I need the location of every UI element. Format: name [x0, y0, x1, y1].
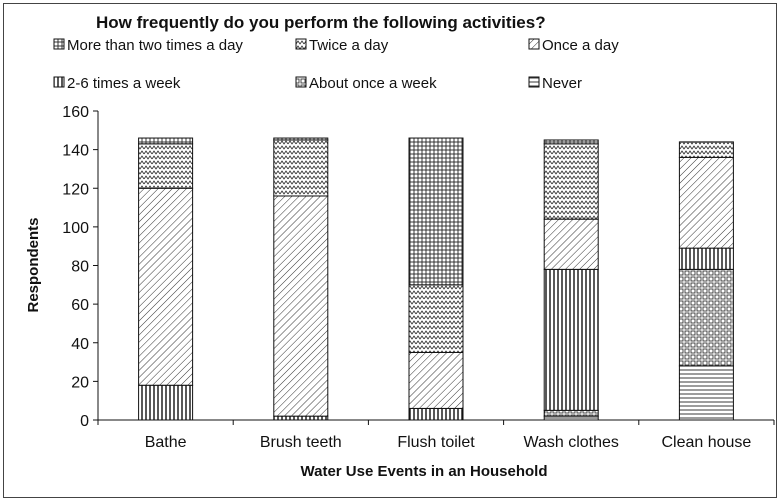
y-tick-label: 160 [62, 104, 89, 121]
legend-item-once-a-day: Once a day [528, 37, 619, 54]
bar-flush-toilet-2-6-times-a-week [408, 407, 464, 421]
bar-wash-clothes-2-6-times-a-week [543, 268, 599, 411]
legend-item-never: Never [528, 75, 582, 92]
x-tick-label-clean-house: Clean house [661, 434, 751, 451]
x-tick-label-brush-teeth: Brush teeth [260, 434, 342, 451]
bar-brush-teeth-2-6-times-a-week [273, 415, 329, 421]
legend-label: 2-6 times a week [67, 75, 181, 92]
bar-wash-clothes-twice-a-day [543, 143, 599, 220]
legend-item-2-6-times-a-week: 2-6 times a week [53, 75, 181, 92]
legend-swatch [295, 76, 307, 88]
x-axis: Bathe Brush teeth Flush toilet Wash clothes… [97, 419, 775, 451]
legend-label: Twice a day [309, 37, 389, 54]
bar-clean-house-once-a-day [678, 156, 734, 249]
legend-swatch [528, 76, 540, 88]
legend-swatch [53, 76, 65, 88]
bar-flush-toilet-more-than-two-times-a-day [408, 137, 464, 286]
legend-swatch [295, 38, 307, 50]
bar-bathe-more-than-two-times-a-day [138, 137, 194, 145]
bar-stack-brush-teeth [273, 137, 329, 421]
bar-wash-clothes-about-once-a-week [543, 409, 599, 417]
legend-label: About once a week [309, 75, 437, 92]
bar-clean-house-2-6-times-a-week [678, 247, 734, 270]
bar-clean-house-twice-a-day [678, 141, 734, 158]
y-tick-label: 0 [80, 413, 89, 430]
legend-item-twice-a-day: Twice a day [295, 37, 389, 54]
legend-item-about-once-a-week: About once a week [295, 75, 437, 92]
legend-label: Once a day [542, 37, 619, 54]
y-tick-label: 120 [62, 181, 89, 198]
bar-brush-teeth-more-than-two-times-a-day [273, 137, 329, 141]
x-tick-label-wash-clothes: Wash clothes [523, 434, 618, 451]
bar-stack-wash-clothes [543, 139, 599, 421]
y-tick-label: 20 [71, 374, 89, 391]
bar-brush-teeth-twice-a-day [273, 139, 329, 197]
bar-clean-house-about-once-a-week [678, 268, 734, 367]
y-tick-label: 80 [71, 259, 89, 276]
legend-item-more-than-two-times-a-day: More than two times a day [53, 37, 243, 54]
bar-bathe-2-6-times-a-week [138, 384, 194, 421]
y-tick-label: 140 [62, 143, 89, 160]
bar-stack-flush-toilet [408, 137, 464, 421]
y-axis: 0 20 40 60 80 100 120 140 160 [62, 104, 99, 430]
y-axis-title: Respondents [25, 217, 42, 312]
y-tick-label: 60 [71, 297, 89, 314]
bar-clean-house-never [678, 365, 734, 421]
x-tick-label-bathe: Bathe [145, 434, 187, 451]
bar-stack-clean-house [678, 141, 734, 421]
bar-flush-toilet-once-a-day [408, 351, 464, 409]
x-tick-label-flush-toilet: Flush toilet [397, 434, 475, 451]
y-tick-label: 100 [62, 220, 89, 237]
bar-wash-clothes-more-than-two-times-a-day [543, 139, 599, 145]
x-axis-title: Water Use Events in an Household [301, 463, 548, 480]
bar-wash-clothes-never [543, 415, 599, 421]
bar-bathe-once-a-day [138, 187, 194, 386]
legend-swatch [53, 38, 65, 50]
legend-label: Never [542, 75, 582, 92]
bar-flush-toilet-twice-a-day [408, 284, 464, 353]
bars [138, 137, 734, 421]
bar-brush-teeth-once-a-day [273, 195, 329, 417]
legend-label: More than two times a day [67, 37, 243, 54]
y-tick-label: 40 [71, 336, 89, 353]
bar-stack-bathe [138, 137, 194, 421]
chart-title: How frequently do you perform the follow… [96, 13, 546, 32]
legend-swatch [528, 38, 540, 50]
bar-wash-clothes-once-a-day [543, 218, 599, 270]
chart-frame [3, 3, 777, 498]
bar-bathe-twice-a-day [138, 143, 194, 189]
legend: More than two times a day Twice a day Once… [53, 37, 619, 92]
